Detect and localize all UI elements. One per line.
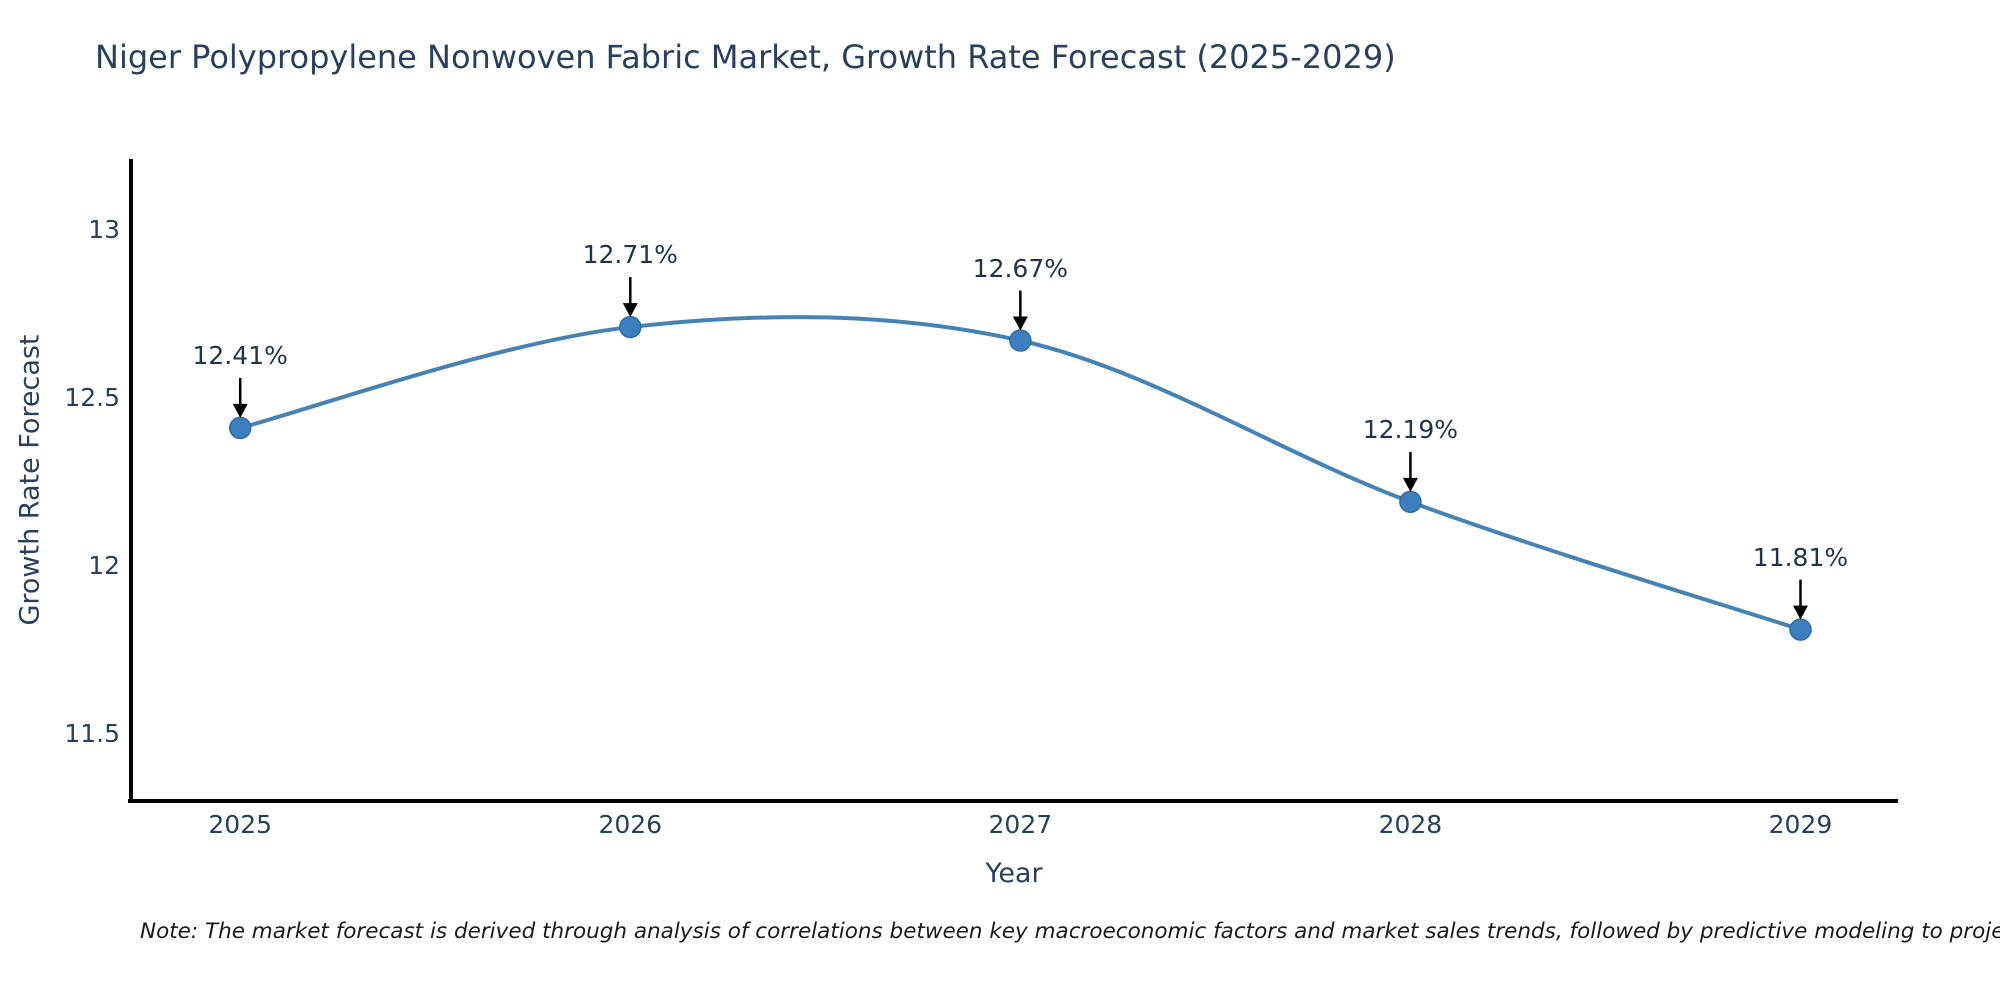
annotation-arrow-head	[1792, 605, 1808, 620]
data-point-marker	[1399, 490, 1422, 514]
annotation-arrows	[232, 277, 1808, 620]
y-tick-label-12: 12	[88, 550, 120, 580]
data-point-marker	[1789, 618, 1812, 641]
annotation-arrow-head	[622, 303, 638, 318]
trend-line	[238, 315, 1803, 632]
x-tick-label-2028: 2028	[1378, 810, 1443, 839]
x-tick-label-2029: 2029	[1768, 810, 1833, 839]
annotation-arrow-head	[1012, 316, 1028, 331]
x-tick-label-2026: 2026	[598, 810, 663, 839]
data-point-marker	[1009, 329, 1032, 352]
data-label-2028: 12.19%	[1362, 414, 1459, 444]
y-tick-label-13: 13	[88, 214, 120, 244]
annotation-arrow-head	[232, 403, 248, 418]
data-label-2026: 12.71%	[582, 240, 678, 270]
data-label-2027: 12.67%	[972, 253, 1068, 283]
chart-title: Niger Polypropylene Nonwoven Fabric Mark…	[95, 38, 1396, 76]
data-label-2025: 12.41%	[192, 340, 288, 370]
x-tick-label-2027: 2027	[988, 810, 1053, 839]
data-point-markers	[228, 315, 1812, 641]
data-label-2029: 11.81%	[1752, 542, 1849, 572]
data-point-marker	[619, 315, 642, 339]
annotation-arrow-head	[1402, 477, 1418, 492]
data-point-marker	[228, 416, 252, 440]
footnote: Note: The market forecast is derived thr…	[140, 919, 2000, 944]
y-tick-label-11-5: 11.5	[64, 718, 120, 748]
x-axis-title: Year	[985, 858, 1043, 889]
y-tick-label-12-5: 12.5	[64, 382, 120, 412]
x-tick-label-2025: 2025	[208, 810, 273, 839]
